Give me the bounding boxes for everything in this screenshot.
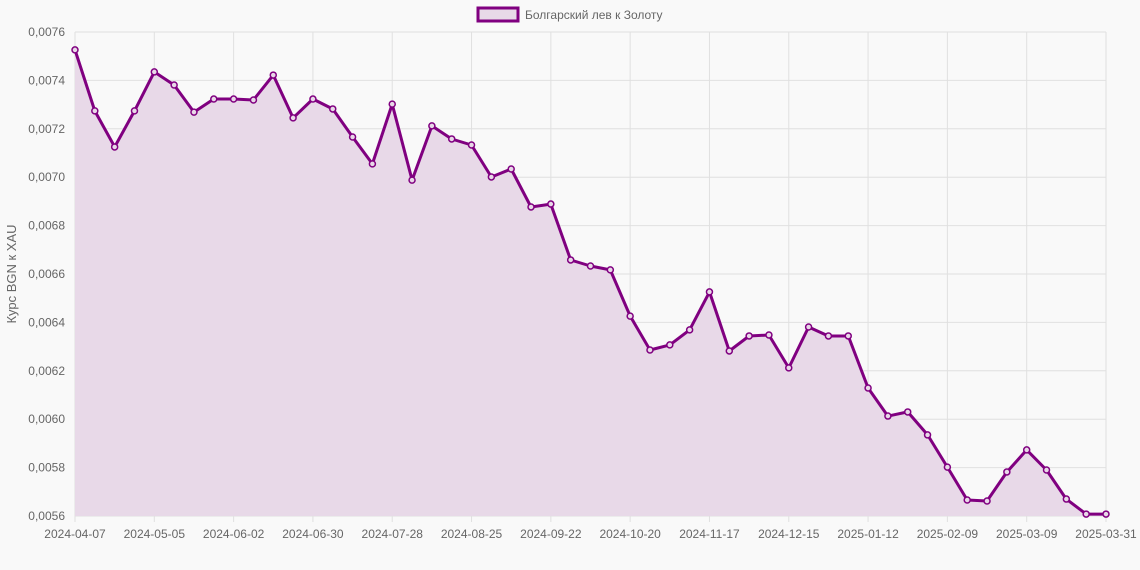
x-tick-label: 2025-01-12 — [837, 527, 899, 541]
data-point — [229, 95, 238, 103]
data-point — [1042, 466, 1051, 474]
y-tick-label: 0,0062 — [28, 364, 65, 378]
y-axis-ticks: 0,0056 0,0058 0,0060 0,0062 0,0064 0,0066 0,00… — [28, 25, 65, 523]
y-tick-label: 0,0072 — [28, 122, 65, 136]
x-tick-label: 2024-06-30 — [282, 527, 344, 541]
x-tick-label: 2025-03-09 — [996, 527, 1058, 541]
data-point — [705, 288, 714, 296]
y-tick-label: 0,0074 — [28, 73, 65, 87]
data-point — [527, 203, 535, 211]
data-point — [249, 96, 258, 104]
data-point — [110, 143, 119, 151]
y-tick-label: 0,0064 — [28, 315, 65, 329]
x-tick-label: 2025-03-31 — [1075, 527, 1137, 541]
data-point — [1022, 446, 1031, 454]
data-point — [646, 346, 654, 354]
x-tick-label: 2024-10-20 — [599, 527, 661, 541]
data-point — [824, 332, 833, 340]
y-tick-label: 0,0066 — [28, 267, 65, 281]
x-tick-label: 2024-04-07 — [44, 527, 106, 541]
data-point — [963, 496, 971, 504]
y-tick-label: 0,0056 — [28, 509, 65, 523]
legend[interactable]: Болгарский лев к Золоту — [476, 6, 663, 23]
x-tick-label: 2025-02-09 — [917, 527, 979, 541]
data-point — [190, 108, 198, 116]
y-tick-label: 0,0076 — [28, 25, 65, 39]
data-point — [428, 122, 436, 130]
x-axis-ticks: 2024-04-07 2024-05-05 2024-06-02 2024-06-30… — [44, 527, 1137, 541]
data-point — [685, 326, 694, 334]
x-tick-label: 2024-08-25 — [441, 527, 503, 541]
data-point — [269, 71, 278, 79]
data-point — [130, 107, 139, 115]
data-point — [884, 412, 892, 420]
data-point — [745, 332, 753, 340]
data-point — [864, 384, 872, 392]
y-axis-label: Курс BGN к XAU — [4, 224, 19, 323]
y-tick-label: 0,0068 — [28, 219, 65, 233]
x-tick-label: 2024-11-17 — [679, 527, 740, 541]
y-tick-label: 0,0070 — [28, 170, 65, 184]
data-point — [447, 135, 456, 143]
data-point — [1082, 510, 1090, 518]
data-point — [91, 107, 99, 115]
data-point — [309, 95, 317, 103]
data-point — [408, 176, 416, 184]
data-point — [487, 173, 496, 181]
x-tick-label: 2024-09-22 — [520, 527, 582, 541]
data-point — [547, 200, 555, 208]
data-point — [348, 133, 357, 141]
series-area — [75, 49, 1106, 517]
data-point — [586, 262, 595, 270]
data-point — [1062, 495, 1071, 503]
data-point — [765, 331, 773, 339]
legend-label[interactable]: Болгарский лев к Золоту — [525, 8, 663, 22]
data-point — [170, 81, 178, 89]
data-point — [566, 256, 575, 264]
data-point — [368, 160, 377, 168]
series-points — [71, 46, 1110, 518]
data-point — [606, 266, 615, 274]
data-point — [923, 431, 932, 439]
data-point — [844, 332, 852, 340]
x-tick-label: 2024-05-05 — [124, 527, 186, 541]
data-point — [626, 312, 634, 320]
data-point — [210, 95, 218, 103]
legend-swatch[interactable] — [476, 6, 520, 23]
data-point — [903, 408, 912, 416]
x-tick-label: 2024-12-15 — [758, 527, 820, 541]
data-point — [1102, 510, 1110, 518]
data-point — [388, 100, 396, 108]
data-point — [289, 114, 297, 122]
data-point — [804, 323, 813, 331]
data-point — [329, 105, 337, 113]
x-tick-label: 2024-06-02 — [203, 527, 265, 541]
y-tick-label: 0,0060 — [28, 412, 65, 426]
data-point — [785, 364, 793, 372]
data-point — [666, 341, 674, 349]
data-point — [725, 347, 734, 355]
x-tick-label: 2024-07-28 — [362, 527, 424, 541]
data-point — [1003, 468, 1011, 476]
data-point — [150, 68, 159, 76]
data-point — [71, 46, 79, 54]
data-point — [983, 497, 991, 505]
data-point — [507, 165, 515, 173]
y-tick-label: 0,0058 — [28, 461, 65, 475]
data-point — [943, 463, 952, 471]
data-point — [467, 141, 476, 149]
